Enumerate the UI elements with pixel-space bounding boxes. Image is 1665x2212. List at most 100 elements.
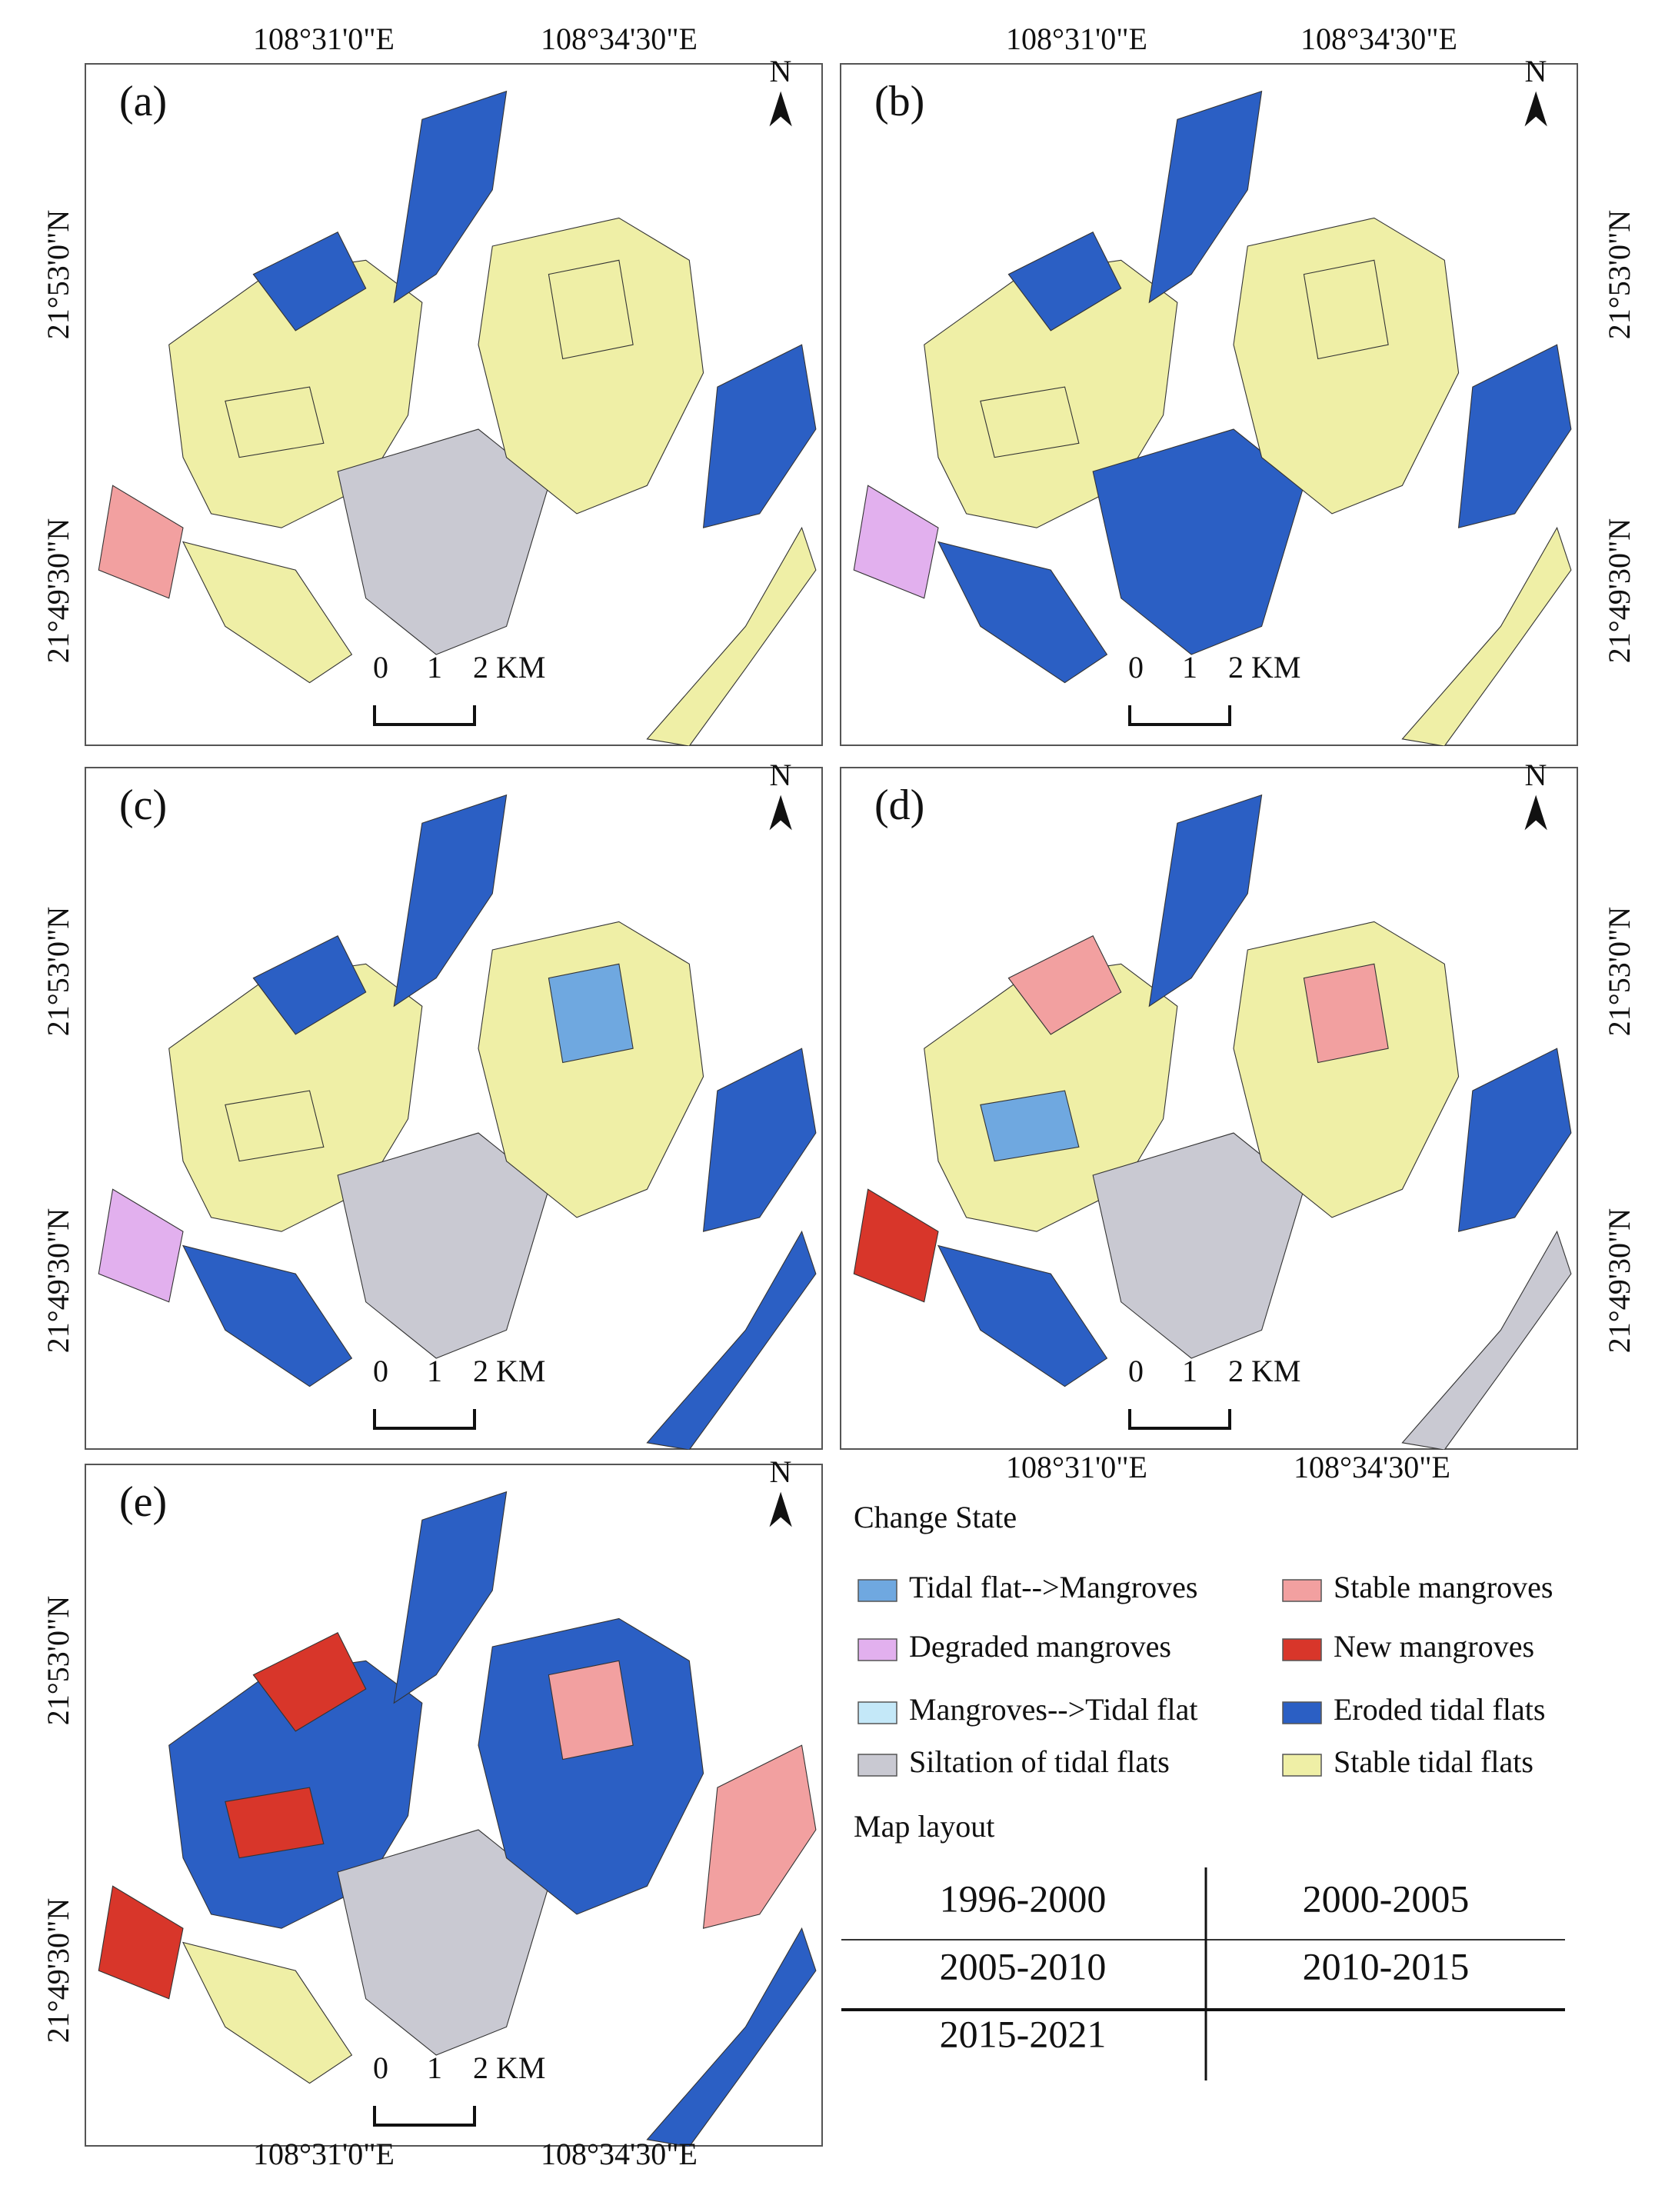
map-region (548, 259, 634, 360)
map-region (337, 428, 550, 655)
map-region (1303, 963, 1389, 1064)
scale-label: 1 (427, 1354, 442, 1388)
north-arrow (769, 795, 792, 831)
legend-label: Tidal flat-->Mangroves (909, 1570, 1197, 1604)
map-region (646, 1230, 817, 1450)
map-panel (85, 767, 823, 1450)
panel-label: (a) (119, 78, 167, 125)
legend-swatch (857, 1701, 897, 1724)
lon-label: 108°31'0"E (253, 22, 395, 56)
map-region (252, 934, 367, 1035)
legend-label: Stable tidal flats (1334, 1744, 1533, 1779)
map-region (980, 386, 1080, 458)
layout-title: Map layout (854, 1809, 994, 1844)
map-region (181, 541, 353, 684)
north-arrow (769, 91, 792, 127)
legend-title: Change State (854, 1500, 1017, 1534)
panel-label: (d) (874, 781, 924, 829)
map-region (478, 1617, 704, 1915)
map-panel (85, 63, 823, 746)
map-region (181, 1941, 353, 2084)
map-region (702, 1048, 817, 1232)
map-region (702, 344, 817, 528)
scale-bar (373, 705, 476, 726)
panel-label: (e) (119, 1478, 167, 1526)
lat-label: 21°53'0"N (1602, 907, 1637, 1036)
lon-label: 108°34'30"E (1294, 1450, 1450, 1484)
scale-label: 2 KM (473, 650, 545, 685)
legend-swatch (857, 1754, 897, 1777)
north-arrow (1524, 91, 1547, 127)
scale-bar (373, 2106, 476, 2127)
lon-label: 108°34'30"E (541, 2137, 698, 2171)
map-region (181, 1244, 353, 1387)
scale-bar (373, 1409, 476, 1430)
map-region (1457, 1048, 1572, 1232)
scale-bar (1128, 1409, 1231, 1430)
panel-label: (c) (119, 781, 167, 829)
north-arrow (769, 1491, 792, 1527)
scale-label: 1 (427, 650, 442, 685)
lat-label: 21°53'0"N (1602, 210, 1637, 339)
map-region (646, 1927, 817, 2147)
map-region (478, 921, 704, 1218)
map-region (702, 1744, 817, 1929)
map-region (1233, 921, 1460, 1218)
legend-swatch (1282, 1701, 1322, 1724)
north-label: N (770, 758, 792, 792)
lat-label: 21°49'30"N (41, 1208, 75, 1353)
map-region (393, 794, 508, 1008)
map-region (337, 1132, 550, 1359)
table-cell: 2005-2010 (940, 1944, 1107, 1987)
scale-label: 0 (373, 650, 388, 685)
legend-swatch (857, 1638, 897, 1661)
map-region (1092, 1132, 1305, 1359)
lon-label: 108°31'0"E (253, 2137, 395, 2171)
map-region (1303, 259, 1389, 360)
legend-label: Stable mangroves (1334, 1570, 1553, 1604)
scale-label: 2 KM (473, 2050, 545, 2085)
lat-label: 21°53'0"N (41, 1596, 75, 1725)
scale-label: 2 KM (1228, 650, 1300, 685)
lon-label: 108°34'30"E (541, 22, 698, 56)
map-region (225, 1787, 325, 1859)
legend-swatch (1282, 1638, 1322, 1661)
legend-label: Eroded tidal flats (1334, 1692, 1545, 1727)
map-region (646, 526, 817, 746)
map-region (1148, 90, 1263, 304)
map-region (937, 1244, 1108, 1387)
table-cell: 2010-2015 (1303, 1944, 1470, 1987)
map-panel (840, 767, 1578, 1450)
lon-label: 108°31'0"E (1006, 1450, 1147, 1484)
north-label: N (1525, 54, 1547, 88)
map-region (225, 386, 325, 458)
map-region (1401, 1230, 1572, 1450)
table-cell: 2015-2021 (940, 2012, 1107, 2055)
map-panel (840, 63, 1578, 746)
map-region (478, 217, 704, 515)
map-region (853, 1188, 939, 1303)
legend-label: New mangroves (1334, 1629, 1534, 1664)
legend-swatch (857, 1579, 897, 1602)
map-region (252, 1631, 367, 1732)
scale-label: 0 (373, 1354, 388, 1388)
north-label: N (770, 54, 792, 88)
map-region (1148, 794, 1263, 1008)
map-region (98, 485, 184, 599)
legend-swatch (1282, 1579, 1322, 1602)
map-region (1007, 231, 1122, 331)
map-region (853, 485, 939, 599)
map-region (252, 231, 367, 331)
table-cell: 1996-2000 (940, 1877, 1107, 1920)
lat-label: 21°49'30"N (1602, 518, 1637, 663)
legend-label: Degraded mangroves (909, 1629, 1171, 1664)
scale-label: 1 (1182, 1354, 1197, 1388)
map-region (98, 1885, 184, 2000)
map-region (1401, 526, 1572, 746)
scale-label: 1 (427, 2050, 442, 2085)
lat-label: 21°49'30"N (41, 518, 75, 663)
scale-label: 0 (1128, 1354, 1144, 1388)
map-region (393, 1491, 508, 1704)
